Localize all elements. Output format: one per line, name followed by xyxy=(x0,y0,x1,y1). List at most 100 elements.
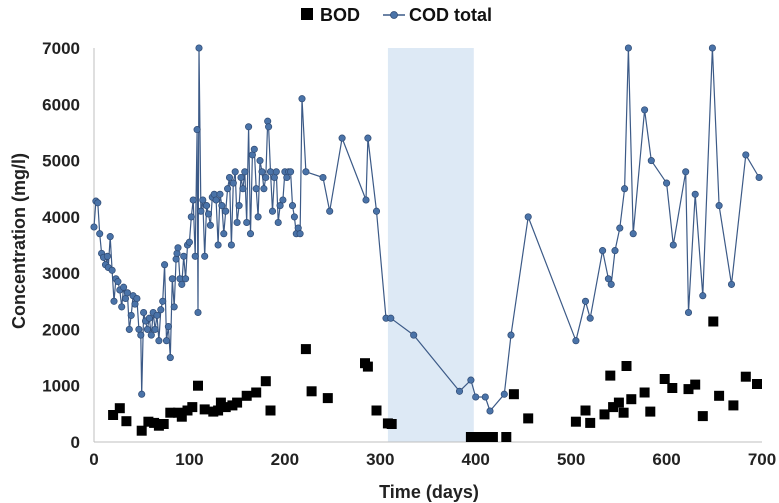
bod-point xyxy=(728,400,739,411)
cod-total-point xyxy=(387,314,395,322)
cod-total-point xyxy=(187,213,195,221)
cod-total-point xyxy=(123,289,131,297)
cod-total-point xyxy=(669,241,677,249)
x-tick-label: 200 xyxy=(271,450,299,469)
cod-total-point xyxy=(164,323,172,331)
cod-total-point xyxy=(203,202,211,210)
cod-total-point xyxy=(114,278,122,286)
cod-total-point xyxy=(243,218,251,227)
y-tick-label: 2000 xyxy=(42,320,80,339)
x-tick-label: 100 xyxy=(175,450,203,469)
bod-point xyxy=(570,416,581,427)
cod-total-point xyxy=(699,292,707,300)
y-tick-label: 4000 xyxy=(42,208,80,227)
cod-total-point xyxy=(204,210,213,218)
y-tick-label: 5000 xyxy=(42,152,80,171)
cod-total-point xyxy=(206,221,214,229)
cod-total-point xyxy=(220,230,228,238)
legend-cod-marker xyxy=(390,11,398,19)
cod-total-point xyxy=(233,218,241,227)
cod-total-point xyxy=(481,393,489,401)
cod-total-point xyxy=(172,255,180,263)
bod-point xyxy=(220,402,231,413)
cod-total-point xyxy=(137,331,145,339)
cod-total-point xyxy=(110,297,118,305)
bod-point xyxy=(508,389,519,400)
bod-point xyxy=(645,406,656,417)
cod-total-point xyxy=(170,303,178,311)
cod-total-point xyxy=(178,280,186,288)
cod-total-point xyxy=(684,308,693,317)
bod-point xyxy=(260,376,271,387)
bod-point xyxy=(714,390,725,401)
bod-point xyxy=(667,383,678,393)
cod-total-series xyxy=(90,44,763,415)
cod-total-point xyxy=(290,213,298,221)
x-axis-title: Time (days) xyxy=(379,482,479,502)
x-tick-label: 700 xyxy=(748,450,776,469)
cod-total-point xyxy=(524,213,532,221)
bod-point xyxy=(740,371,751,382)
cod-total-point xyxy=(472,393,480,401)
shaded-period-layer xyxy=(387,48,474,442)
cod-total-point xyxy=(715,202,723,210)
cod-total-point xyxy=(201,252,209,260)
cod-total-point xyxy=(372,207,381,215)
cod-total-point xyxy=(216,190,224,198)
cod-total-point xyxy=(194,308,202,317)
cod-total-point xyxy=(166,354,174,362)
cod-total-point xyxy=(260,185,268,193)
cod-total-point xyxy=(486,407,494,415)
cod-total-point xyxy=(258,168,266,176)
legend-bod-marker xyxy=(301,8,313,20)
bod-point xyxy=(659,374,670,384)
axes-layer xyxy=(93,48,762,443)
cod-total-point xyxy=(572,337,580,345)
cod-total-point xyxy=(252,185,260,193)
cod-total-point xyxy=(727,280,736,288)
x-tick-label: 500 xyxy=(557,450,585,469)
cod-total-point xyxy=(256,157,264,165)
bod-point xyxy=(322,393,333,404)
cod-total-point xyxy=(168,275,176,283)
cod-total-point xyxy=(174,244,182,252)
cod-total-point xyxy=(607,280,615,288)
bod-point xyxy=(626,394,637,405)
cod-total-point xyxy=(151,325,159,333)
cod-total-point xyxy=(616,224,624,232)
cod-total-point xyxy=(191,252,199,260)
bod-point xyxy=(605,370,616,381)
cod-total-point xyxy=(159,297,167,305)
bod-point xyxy=(371,405,382,416)
cod-total-point xyxy=(120,283,128,291)
cod-total-point xyxy=(302,168,310,176)
cod-total-point xyxy=(227,241,235,249)
bod-point xyxy=(213,405,224,416)
cod-total-point xyxy=(94,199,102,207)
cod-total-point xyxy=(235,202,243,210)
bod-point xyxy=(121,416,132,427)
cod-total-point xyxy=(189,196,197,204)
cod-total-point xyxy=(195,44,203,52)
x-tick-label: 300 xyxy=(366,450,394,469)
y-axis-title: Concentration (mg/l) xyxy=(9,153,29,329)
cod-total-point xyxy=(185,238,193,246)
cod-total-point xyxy=(103,252,111,260)
bod-point xyxy=(165,407,176,418)
bod-point xyxy=(683,384,694,395)
cod-total-point xyxy=(581,297,590,305)
bod-point xyxy=(621,361,632,371)
cod-total-point xyxy=(237,173,245,182)
cod-total-point xyxy=(225,173,234,182)
cod-total-point xyxy=(586,314,594,322)
bod-point xyxy=(690,379,701,390)
cod-total-point xyxy=(266,168,275,176)
cod-total-point xyxy=(708,44,716,52)
y-tick-label: 7000 xyxy=(42,39,80,58)
cod-total-point xyxy=(742,151,750,159)
cod-total-point xyxy=(362,196,370,204)
cod-total-point xyxy=(118,303,126,311)
bod-point xyxy=(708,316,719,327)
x-tick-label: 400 xyxy=(462,450,490,469)
